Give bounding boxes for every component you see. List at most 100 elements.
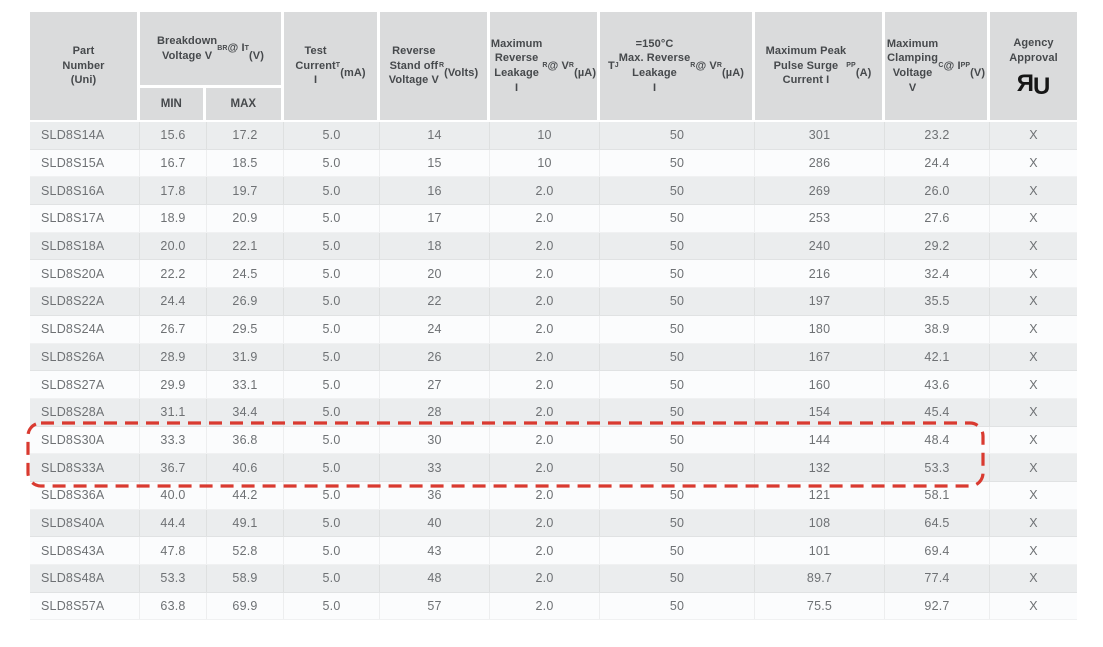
table-row-SLD8S16A: SLD8S16A 17.8 19.7 5.0 16 2.0 50 269 26.0 X [30, 177, 1077, 206]
spec-value-cell: 5.0 [284, 343, 380, 371]
spec-value-cell: 63.8 [140, 592, 207, 620]
spec-value-cell: 2.0 [490, 454, 600, 481]
spec-value-cell: 24.5 [207, 260, 284, 288]
spec-value-cell: 50 [600, 565, 755, 592]
spec-value-cell: 121 [755, 481, 885, 509]
spec-value-cell: 2.0 [490, 205, 600, 232]
spec-value-cell: 19.7 [207, 177, 284, 205]
spec-value-cell: 2.0 [490, 426, 600, 454]
column-header-label: Maximum Clamping Voltage V C @ I PP (V) [886, 37, 986, 94]
spec-value-cell: 50 [600, 537, 755, 564]
spec-value-cell: 27 [380, 371, 490, 398]
spec-value-cell: 2.0 [490, 260, 600, 288]
table-row-SLD8S43A: SLD8S43A 47.8 52.8 5.0 43 2.0 50 101 69.4 X [30, 537, 1077, 565]
part-number-cell: SLD8S33A [30, 454, 140, 481]
spec-value-cell: 33.1 [207, 371, 284, 398]
spec-value-cell: 20.0 [140, 232, 207, 260]
agency-approval-cell: X [1029, 460, 1038, 475]
spec-value-cell: 2.0 [490, 481, 600, 509]
spec-value-cell: 40 [380, 509, 490, 537]
column-header-label: T J =150°C Max. Reverse Leakage I R @ V R (µA) [607, 37, 745, 94]
spec-value-cell: 286 [755, 149, 885, 177]
spec-value-cell: 240 [755, 232, 885, 260]
part-number-cell: SLD8S20A [30, 260, 140, 288]
spec-value-cell: 5.0 [284, 177, 380, 205]
spec-value-cell: 38.9 [885, 315, 990, 343]
subcolumn-header-max: MAX [230, 98, 257, 110]
spec-value-cell: 5.0 [284, 454, 380, 481]
spec-value-cell: 132 [755, 454, 885, 481]
part-number-cell: SLD8S14A [30, 122, 140, 149]
spec-value-cell: 15 [380, 149, 490, 177]
column-header-max_reverse_leakage: Maximum Reverse Leakage I R @ V R (µA) [490, 12, 600, 120]
column-header-test_current: Test Current I T (mA) [284, 12, 380, 120]
spec-value-cell: 5.0 [284, 509, 380, 537]
spec-value-cell: 101 [755, 537, 885, 564]
spec-value-cell: 2.0 [490, 565, 600, 592]
spec-value-cell: 28.9 [140, 343, 207, 371]
spec-value-cell: 2.0 [490, 343, 600, 371]
spec-value-cell: 50 [600, 232, 755, 260]
part-number-cell: SLD8S48A [30, 565, 140, 592]
spec-value-cell: 5.0 [284, 592, 380, 620]
spec-value-cell: 22.1 [207, 232, 284, 260]
spec-value-cell: 50 [600, 371, 755, 398]
agency-approval-cell: X [1029, 405, 1038, 420]
spec-value-cell: 36.7 [140, 454, 207, 481]
spec-value-cell: 5.0 [284, 537, 380, 564]
spec-value-cell: 31.9 [207, 343, 284, 371]
agency-approval-cell: X [1029, 432, 1038, 447]
table-row-SLD8S28A: SLD8S28A 31.1 34.4 5.0 28 2.0 50 154 45.4 X [30, 398, 1077, 427]
spec-value-cell: 5.0 [284, 426, 380, 454]
spec-value-cell: 167 [755, 343, 885, 371]
column-header-reverse_standoff_voltage: Reverse Stand off Voltage V R (Volts) [380, 12, 490, 120]
part-number-cell: SLD8S36A [30, 481, 140, 509]
spec-value-cell: 15.6 [140, 122, 207, 149]
spec-value-cell: 2.0 [490, 537, 600, 564]
spec-value-cell: 50 [600, 288, 755, 315]
spec-value-cell: 10 [490, 122, 600, 149]
spec-value-cell: 33.3 [140, 426, 207, 454]
agency-approval-cell: X [1029, 488, 1038, 503]
spec-value-cell: 58.1 [885, 481, 990, 509]
spec-value-cell: 269 [755, 177, 885, 205]
spec-value-cell: 43.6 [885, 371, 990, 398]
spec-value-cell: 50 [600, 426, 755, 454]
spec-value-cell: 89.7 [755, 565, 885, 592]
spec-value-cell: 50 [600, 122, 755, 149]
spec-value-cell: 2.0 [490, 509, 600, 537]
agency-approval-cell: X [1029, 515, 1038, 530]
spec-value-cell: 5.0 [284, 205, 380, 232]
spec-value-cell: 24.4 [885, 149, 990, 177]
spec-value-cell: 42.1 [885, 343, 990, 371]
spec-value-cell: 20 [380, 260, 490, 288]
spec-value-cell: 160 [755, 371, 885, 398]
spec-value-cell: 50 [600, 177, 755, 205]
part-number-cell: SLD8S16A [30, 177, 140, 205]
agency-approval-cell: X [1029, 239, 1038, 254]
spec-value-cell: 40.6 [207, 454, 284, 481]
spec-value-cell: 28 [380, 398, 490, 426]
spec-value-cell: 2.0 [490, 232, 600, 260]
spec-value-cell: 50 [600, 260, 755, 288]
spec-value-cell: 32.4 [885, 260, 990, 288]
column-header-tj150_max_reverse_leakage: T J =150°C Max. Reverse Leakage I R @ V R (µA) [600, 12, 755, 120]
table-row-SLD8S57A: SLD8S57A 63.8 69.9 5.0 57 2.0 50 75.5 92.7 X [30, 592, 1077, 621]
part-number-cell: SLD8S15A [30, 149, 140, 177]
table-row-SLD8S22A: SLD8S22A 24.4 26.9 5.0 22 2.0 50 197 35.5 X [30, 288, 1077, 316]
spec-value-cell: 5.0 [284, 371, 380, 398]
spec-value-cell: 20.9 [207, 205, 284, 232]
spec-value-cell: 50 [600, 205, 755, 232]
spec-value-cell: 50 [600, 592, 755, 620]
spec-value-cell: 144 [755, 426, 885, 454]
spec-value-cell: 50 [600, 454, 755, 481]
spec-value-cell: 69.4 [885, 537, 990, 564]
spec-value-cell: 216 [755, 260, 885, 288]
table-row-SLD8S36A: SLD8S36A 40.0 44.2 5.0 36 2.0 50 121 58.1 X [30, 481, 1077, 510]
spec-value-cell: 5.0 [284, 565, 380, 592]
spec-value-cell: 69.9 [207, 592, 284, 620]
spec-value-cell: 18.5 [207, 149, 284, 177]
part-number-cell: SLD8S18A [30, 232, 140, 260]
